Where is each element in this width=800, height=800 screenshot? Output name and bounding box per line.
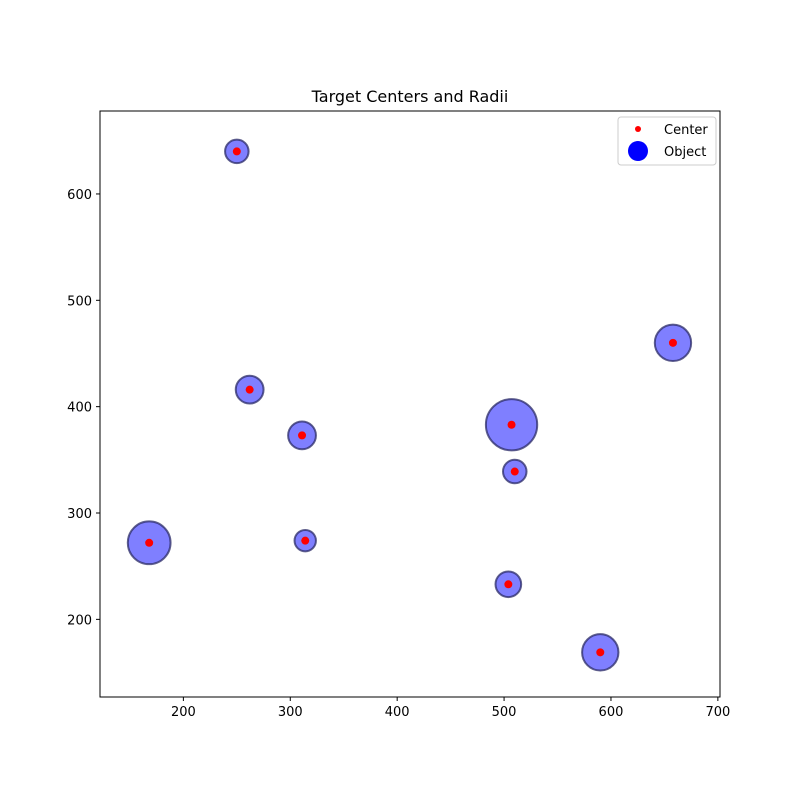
y-tick-label: 500 (67, 294, 92, 309)
center-point (232, 147, 241, 156)
x-tick-label: 700 (705, 705, 730, 720)
y-tick-label: 300 (67, 507, 92, 522)
legend-marker (628, 141, 648, 161)
x-tick-label: 500 (492, 705, 517, 720)
center-point (301, 536, 310, 545)
plot-area (126, 138, 693, 672)
center-point (507, 420, 516, 429)
x-tick-label: 600 (599, 705, 624, 720)
x-tick-label: 300 (278, 705, 303, 720)
y-tick-label: 600 (67, 188, 92, 203)
axes-frame (99, 110, 721, 698)
center-point (145, 538, 154, 547)
center-point (298, 431, 307, 440)
chart-title: Target Centers and Radii (311, 87, 509, 106)
legend: Center Object (617, 116, 717, 166)
center-point (596, 648, 605, 657)
x-tick-label: 400 (385, 705, 410, 720)
center-point (668, 338, 677, 347)
legend-label: Center (664, 123, 708, 138)
x-tick-label: 200 (171, 705, 196, 720)
center-point (510, 467, 519, 476)
axes: 200 300 400 500 600 700 200 300 400 500 600 (67, 110, 730, 720)
center-point (245, 385, 254, 394)
center-point (504, 580, 513, 589)
y-tick-label: 400 (67, 401, 92, 416)
legend-label: Object (664, 145, 706, 160)
legend-marker (635, 126, 641, 132)
y-tick-label: 200 (67, 613, 92, 628)
